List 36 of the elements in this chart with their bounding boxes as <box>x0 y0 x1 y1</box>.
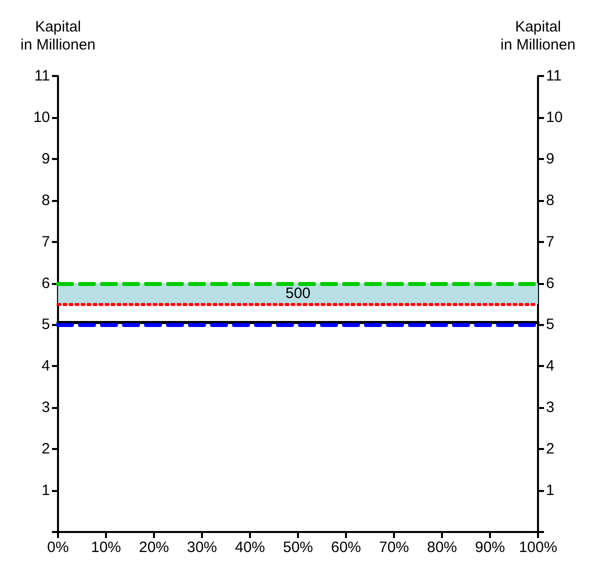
x-tick-label: 20% <box>138 539 170 556</box>
x-tick-label: 100% <box>518 539 558 556</box>
y-tick-label: 1 <box>42 482 50 500</box>
y2-tick-label: 9 <box>546 150 554 168</box>
y-tick-label: 6 <box>42 274 50 292</box>
y-tick-label: 7 <box>42 233 50 250</box>
y-tick-label: 4 <box>42 358 50 375</box>
y2-tick-label: 8 <box>546 192 554 209</box>
x-tick-label: 0% <box>47 539 69 556</box>
y2-tick-label: 5 <box>546 316 554 334</box>
y-tick-label: 8 <box>42 192 50 209</box>
y2-tick-label: 4 <box>546 358 554 375</box>
y2-tick-label: 11 <box>546 68 562 84</box>
y2-tick-label: 7 <box>546 233 554 250</box>
y2-tick-label: 2 <box>546 440 554 458</box>
x-tick-label: 10% <box>90 539 122 556</box>
y-tick-label: 2 <box>42 440 50 458</box>
y2-tick-label: 6 <box>546 274 554 292</box>
y-tick-label: 10 <box>33 108 50 126</box>
x-tick-label: 40% <box>234 539 266 556</box>
y-tick-label: 9 <box>42 150 50 168</box>
x-tick-label: 50% <box>282 539 314 556</box>
y2-tick-label: 10 <box>546 108 563 126</box>
y2-tick-label: 1 <box>546 482 554 500</box>
y-tick-label: 3 <box>42 399 50 416</box>
x-tick-label: 80% <box>426 539 458 556</box>
x-tick-label: 70% <box>378 539 410 556</box>
y2-axis-title: Kapital in Millionen <box>500 18 576 54</box>
x-tick-label: 90% <box>474 539 506 556</box>
x-tick-label: 30% <box>186 539 218 556</box>
x-tick-label: 60% <box>330 539 362 556</box>
y2-tick-label: 3 <box>546 399 554 416</box>
y-tick-label: 11 <box>34 68 50 84</box>
y-axis-title: Kapital in Millionen <box>20 18 96 54</box>
band-label: 500 <box>285 285 311 302</box>
y-tick-label: 5 <box>42 316 50 334</box>
